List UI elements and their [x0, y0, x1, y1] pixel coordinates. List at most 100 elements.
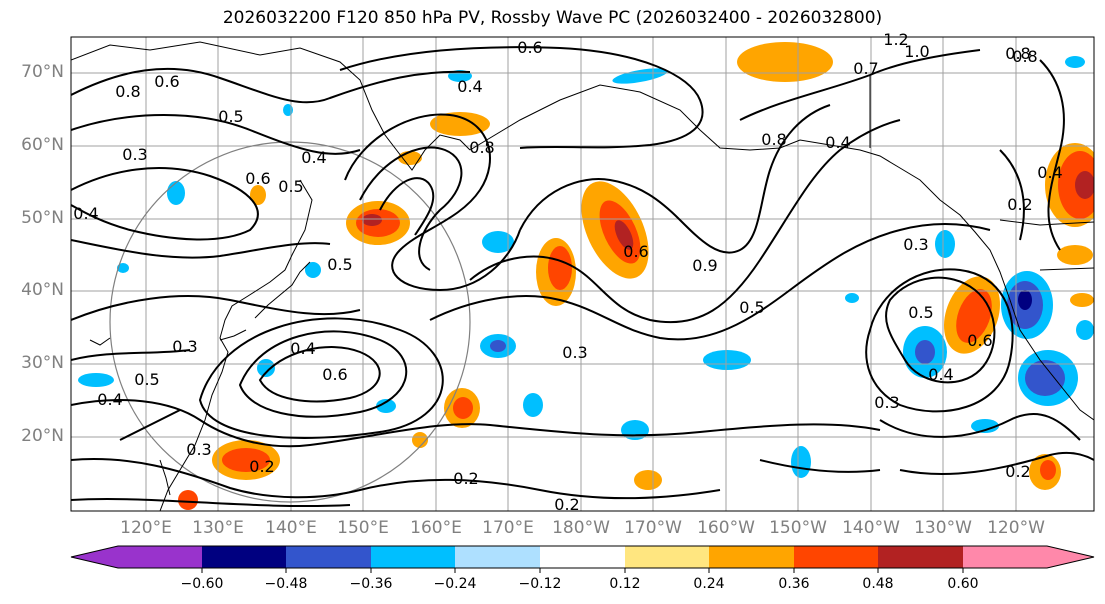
contour-label: 0.2: [453, 469, 478, 488]
pv-negative-blob: [117, 263, 129, 273]
contour-label: 0.5: [739, 298, 764, 317]
contour-label: 0.6: [322, 365, 347, 384]
contour-label: 0.4: [928, 365, 953, 384]
lon-label: 160°W: [697, 518, 755, 538]
contour-label-group: 0.6 1.2 1.0 0.7 0.8 0.4 0.5 0.8 0.6 0.4 …: [73, 30, 1062, 514]
pv-negative-blob: [1018, 290, 1032, 310]
contour-label: 0.4: [825, 133, 850, 152]
colorbar-ticks: [201, 568, 964, 573]
pv-positive-blob: [1070, 293, 1094, 307]
pv-negative-blob: [1065, 56, 1085, 68]
lon-label: 170°W: [624, 518, 682, 538]
contour-label: 0.5: [327, 255, 352, 274]
contour-label: 0.2: [1005, 462, 1030, 481]
pv-negative-blob: [703, 350, 751, 370]
pv-positive-blob: [412, 432, 428, 448]
contour-label: 1.0: [904, 42, 929, 61]
pv-contours: [71, 46, 1094, 507]
colorbar-segment: [709, 546, 794, 568]
pv-positive-blob: [548, 246, 572, 290]
pv-negative-blob: [1025, 360, 1065, 396]
plot-title: 2026032200 F120 850 hPa PV, Rossby Wave …: [222, 8, 883, 28]
pv-positive-blob: [1075, 171, 1094, 199]
pv-negative-blob: [490, 340, 506, 352]
lon-label: 180°W: [552, 518, 610, 538]
colorbar: [70, 545, 1095, 573]
pv-positive-blob: [956, 289, 992, 343]
lon-label: 160°E: [410, 518, 462, 538]
contour-label: 0.4: [97, 390, 122, 409]
contour-label: 0.4: [457, 77, 482, 96]
pv-positive-blob: [453, 397, 473, 419]
contour-label: 0.4: [73, 204, 98, 223]
pv-positive-blob: [634, 470, 662, 490]
colorbar-segment: [625, 546, 709, 568]
lat-label-50n: 50°N: [21, 208, 64, 228]
pv-negative-blob: [257, 359, 275, 377]
contour-label: 0.6: [967, 331, 992, 350]
contour-label: 0.2: [1007, 195, 1032, 214]
pv-negative-blob: [845, 293, 859, 303]
lat-label-60n: 60°N: [21, 135, 64, 155]
colorbar-segment: [371, 546, 455, 568]
contour-label: 0.5: [908, 303, 933, 322]
pv-negative-blob: [612, 68, 668, 84]
colorbar-tick-label: 0.48: [862, 576, 894, 592]
colorbar-extend-max: [1047, 546, 1094, 568]
contour-label: 0.3: [122, 145, 147, 164]
lon-label: 140°E: [265, 518, 317, 538]
pv-negative-blob: [167, 181, 185, 205]
map-frame: [70, 36, 1095, 512]
contour-label: 0.4: [301, 148, 326, 167]
contour-label: 0.2: [554, 495, 579, 514]
contour-label: 0.9: [692, 256, 717, 275]
contour-label: 0.6: [517, 38, 542, 57]
colorbar-extend-min: [71, 546, 118, 568]
colorbar-tick-label: −0.24: [433, 576, 477, 592]
colorbar-segment: [794, 546, 878, 568]
contour-label: 0.8: [761, 130, 786, 149]
contour-label: 0.3: [874, 393, 899, 412]
contour-label: 0.6: [154, 72, 179, 91]
pv-positive-blob: [222, 448, 270, 472]
lon-label: 140°W: [842, 518, 900, 538]
lon-label: 120°E: [120, 518, 172, 538]
colorbar-tick-label: −0.60: [180, 576, 224, 592]
lon-label: 130°W: [914, 518, 972, 538]
pv-positive-blob: [1040, 460, 1056, 480]
pv-positive-blob: [250, 185, 266, 205]
pv-positive-blob: [362, 214, 382, 226]
contour-label: 1.2: [883, 30, 908, 49]
pv-positive-blob: [398, 151, 422, 165]
pv-positive-blob: [1057, 245, 1093, 265]
colorbar-segment: [118, 546, 202, 568]
pv-negative-blob: [935, 230, 955, 258]
pv-negative-blob: [523, 393, 543, 417]
lat-label-20n: 20°N: [21, 426, 64, 446]
pv-negative-blob: [971, 419, 999, 433]
contour-label: 0.5: [278, 177, 303, 196]
lat-label-40n: 40°N: [21, 280, 64, 300]
lon-label: 130°E: [192, 518, 244, 538]
pv-negative-blob: [915, 340, 935, 364]
contour-label: 0.5: [218, 107, 243, 126]
colorbar-tick-label: −0.12: [518, 576, 562, 592]
pv-negative-blob: [482, 231, 514, 253]
graticule: [71, 37, 1094, 511]
colorbar-tick-label: 0.12: [609, 576, 641, 592]
contour-label: 0.8: [115, 82, 140, 101]
pv-negative-blob: [376, 399, 396, 413]
contour-label: 0.8: [469, 138, 494, 157]
colorbar-segment: [286, 546, 371, 568]
pv-negative-blob: [78, 373, 114, 387]
contour-label: 0.5: [134, 370, 159, 389]
pv-positive-blob: [614, 220, 634, 250]
pv-positive-blob: [178, 490, 198, 510]
lon-label: 150°W: [769, 518, 827, 538]
colorbar-segment: [963, 546, 1047, 568]
contour-label: 0.7: [853, 59, 878, 78]
lat-label-30n: 30°N: [21, 353, 64, 373]
colorbar-tick-label: −0.48: [264, 576, 308, 592]
colorbar-tick-label: −0.36: [349, 576, 393, 592]
